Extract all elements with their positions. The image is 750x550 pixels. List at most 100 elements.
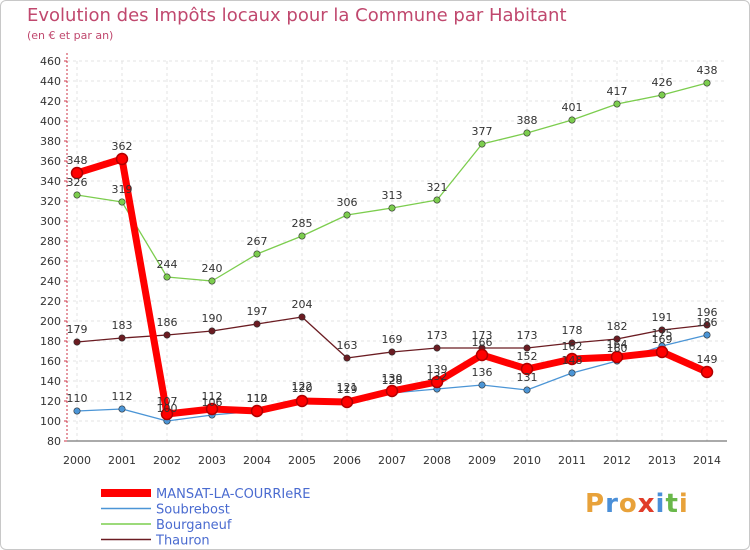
x-tick-label: 2013 bbox=[648, 454, 676, 467]
data-label: 110 bbox=[67, 392, 88, 405]
logo-letter: P bbox=[585, 489, 606, 519]
y-tick-label: 380 bbox=[40, 135, 61, 148]
legend-label: Thauron bbox=[155, 534, 210, 549]
y-tick-label: 280 bbox=[40, 235, 61, 248]
logo-letter: t bbox=[665, 489, 679, 519]
x-tick-label: 2000 bbox=[63, 454, 91, 467]
data-label: 164 bbox=[607, 338, 628, 351]
y-tick-label: 460 bbox=[40, 55, 61, 68]
data-point bbox=[523, 344, 531, 352]
data-point bbox=[523, 129, 531, 137]
y-tick-label: 200 bbox=[40, 315, 61, 328]
data-label: 112 bbox=[202, 390, 223, 403]
data-labels: 326 319 244 240 267 285 306 313 321 377 388 401 417 4… bbox=[67, 64, 718, 415]
y-tick-label: 260 bbox=[40, 255, 61, 268]
data-label: 306 bbox=[337, 196, 358, 209]
data-label: 106 bbox=[202, 396, 223, 409]
data-point bbox=[478, 381, 486, 389]
data-label: 319 bbox=[112, 183, 133, 196]
data-label: 152 bbox=[517, 350, 538, 363]
data-label: 196 bbox=[697, 306, 718, 319]
data-label: 186 bbox=[697, 316, 718, 329]
data-label: 175 bbox=[652, 327, 673, 340]
x-tick-label: 2003 bbox=[198, 454, 226, 467]
chart-subtitle: (en € et par an) bbox=[27, 29, 114, 42]
data-point bbox=[388, 348, 396, 356]
data-point bbox=[118, 198, 126, 206]
x-tick-label: 2009 bbox=[468, 454, 496, 467]
data-label: 178 bbox=[562, 324, 583, 337]
data-point bbox=[703, 79, 711, 87]
data-point bbox=[163, 273, 171, 281]
data-point bbox=[430, 375, 444, 389]
y-tick-label: 360 bbox=[40, 155, 61, 168]
data-point bbox=[703, 331, 711, 339]
data-label: 313 bbox=[382, 189, 403, 202]
data-label: 183 bbox=[112, 319, 133, 332]
data-label: 173 bbox=[517, 329, 538, 342]
y-tick-label: 180 bbox=[40, 335, 61, 348]
data-point bbox=[433, 196, 441, 204]
x-tick-label: 2001 bbox=[108, 454, 136, 467]
data-label: 438 bbox=[697, 64, 718, 77]
data-label: 169 bbox=[382, 333, 403, 346]
data-point bbox=[385, 384, 399, 398]
data-point bbox=[298, 313, 306, 321]
logo-letter: x bbox=[637, 489, 656, 519]
data-label: 112 bbox=[112, 390, 133, 403]
data-label: 128 bbox=[382, 374, 403, 387]
data-point bbox=[613, 100, 621, 108]
data-point bbox=[478, 140, 486, 148]
data-label: 166 bbox=[472, 336, 493, 349]
data-label: 204 bbox=[292, 298, 313, 311]
x-tick-label: 2010 bbox=[513, 454, 541, 467]
data-label: 417 bbox=[607, 85, 628, 98]
data-label: 169 bbox=[652, 333, 673, 346]
data-label: 130 bbox=[382, 372, 403, 385]
x-tick-label: 2008 bbox=[423, 454, 451, 467]
data-label: 179 bbox=[67, 323, 88, 336]
data-label: 186 bbox=[157, 316, 178, 329]
data-point bbox=[523, 386, 531, 394]
y-tick-label: 160 bbox=[40, 355, 61, 368]
proxiti-logo: Proxiti bbox=[585, 489, 689, 519]
data-point bbox=[520, 362, 534, 376]
data-point bbox=[388, 204, 396, 212]
y-tick-label: 140 bbox=[40, 375, 61, 388]
data-label: 100 bbox=[157, 402, 178, 415]
data-point bbox=[208, 277, 216, 285]
data-label: 321 bbox=[427, 181, 448, 194]
data-label: 149 bbox=[697, 353, 718, 366]
grid bbox=[67, 60, 727, 442]
data-label: 191 bbox=[652, 311, 673, 324]
data-point bbox=[655, 345, 669, 359]
data-point bbox=[700, 365, 714, 379]
data-label: 244 bbox=[157, 258, 178, 271]
data-label: 162 bbox=[562, 340, 583, 353]
legend-label: Bourganeuf bbox=[156, 518, 232, 533]
y-tick-label: 400 bbox=[40, 115, 61, 128]
data-label: 112 bbox=[247, 392, 268, 405]
data-label: 122 bbox=[292, 380, 313, 393]
y-tick-label: 420 bbox=[40, 95, 61, 108]
y-tick-label: 120 bbox=[40, 395, 61, 408]
data-point bbox=[568, 339, 576, 347]
legend-label: MANSAT-LA-COURRIeRE bbox=[156, 487, 310, 502]
y-tick-label: 320 bbox=[40, 195, 61, 208]
y-tick-label: 240 bbox=[40, 275, 61, 288]
data-label: 136 bbox=[472, 366, 493, 379]
data-point bbox=[118, 334, 126, 342]
x-tick-label: 2012 bbox=[603, 454, 631, 467]
data-point bbox=[565, 352, 579, 366]
data-label: 139 bbox=[427, 363, 448, 376]
data-label: 107 bbox=[157, 395, 178, 408]
data-label: 190 bbox=[202, 312, 223, 325]
logo-letter: o bbox=[618, 489, 638, 519]
data-point bbox=[343, 211, 351, 219]
data-point bbox=[703, 321, 711, 329]
data-label: 182 bbox=[607, 320, 628, 333]
data-label: 388 bbox=[517, 114, 538, 127]
data-point bbox=[658, 326, 666, 334]
data-point bbox=[568, 369, 576, 377]
